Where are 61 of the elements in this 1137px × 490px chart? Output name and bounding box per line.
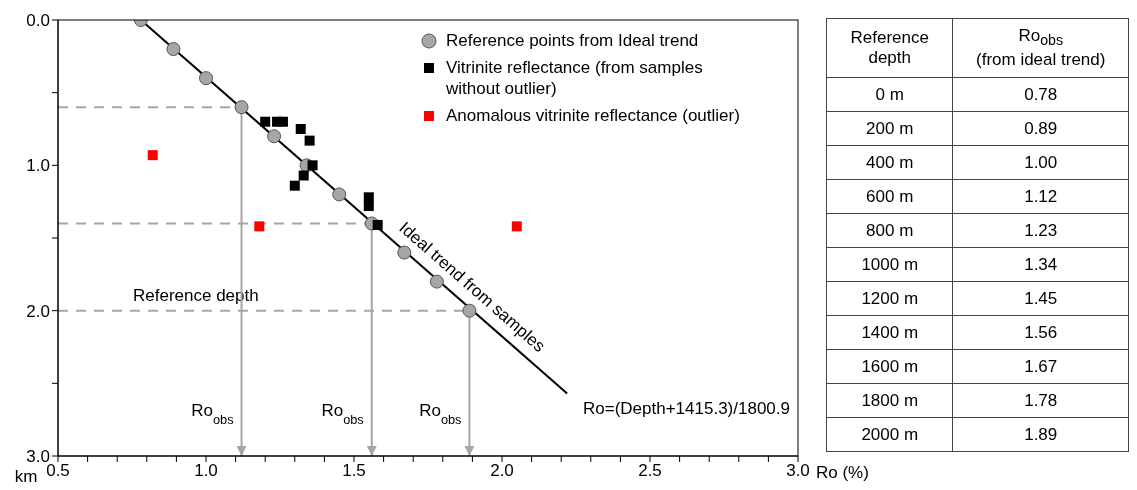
point (363, 201, 374, 212)
y-tick-label: 0.0 (26, 11, 50, 31)
text: 0.78 (952, 77, 1129, 112)
text: 1.56 (952, 315, 1129, 350)
text: 1.89 (952, 417, 1129, 452)
text: Ro$_{obs}$ (from ideal trend) (952, 18, 1129, 78)
x-tick-label: 0.5 (46, 461, 70, 481)
text: 0 m (826, 77, 953, 112)
text: 2000 m (826, 417, 953, 452)
text: 1600 m (826, 349, 953, 384)
point (267, 129, 282, 144)
text: 1.78 (952, 383, 1129, 418)
text: 1.12 (952, 179, 1129, 214)
text: 1800 m (826, 383, 953, 418)
text: 600 m (826, 179, 953, 214)
legend-label: Reference points from Ideal trend (446, 30, 699, 51)
point (332, 187, 347, 202)
point (307, 160, 318, 171)
x-tick-label: 3.0 (786, 461, 810, 481)
ref-line-label: Ro$_{obs}$ (191, 401, 234, 427)
text: 1200 m (826, 281, 953, 316)
point (511, 221, 522, 232)
point (289, 180, 300, 191)
text: 1000 m (826, 247, 953, 282)
x-tick-label: 1.0 (194, 461, 218, 481)
x-tick-label: 2.5 (638, 461, 662, 481)
text: 1.67 (952, 349, 1129, 384)
text: 1.23 (952, 213, 1129, 248)
x-tick-label: 2.0 (490, 461, 514, 481)
y-tick-label: 1.0 (26, 156, 50, 176)
text: 1400 m (826, 315, 953, 350)
point (363, 192, 374, 203)
point (234, 100, 249, 115)
point (277, 116, 288, 127)
text: 1.45 (952, 281, 1129, 316)
ref-line-label: Reference depth (133, 285, 259, 305)
y-tick-label: 2.0 (26, 301, 50, 321)
point (147, 150, 158, 161)
x-tick-label: 1.5 (342, 461, 366, 481)
text: 200 m (826, 111, 953, 146)
point (254, 221, 265, 232)
point (260, 116, 271, 127)
legend-label: Vitrinite reflectance (from samples without outlier) (446, 57, 704, 99)
point (298, 170, 309, 181)
point (166, 42, 181, 57)
ref-line-label: Ro$_{obs}$ (419, 401, 462, 427)
text: 400 m (826, 145, 953, 180)
text: 1.00 (952, 145, 1129, 180)
text: 800 m (826, 213, 953, 248)
legend-label: Anomalous vitrinite reflectance (outlier) (446, 105, 740, 126)
text: 0.89 (952, 111, 1129, 146)
x-axis-title: Ro (%) (816, 463, 869, 482)
annotation: Ro=(Depth+1415.3)/1800.9 (583, 399, 790, 418)
text: 1.34 (952, 247, 1129, 282)
ref-line-label: Ro$_{obs}$ (321, 401, 364, 427)
point (199, 71, 213, 86)
point (372, 219, 383, 230)
point (304, 135, 315, 146)
text: Reference depth (826, 18, 953, 78)
point (295, 124, 306, 134)
y-axis-title: km (14, 467, 38, 486)
